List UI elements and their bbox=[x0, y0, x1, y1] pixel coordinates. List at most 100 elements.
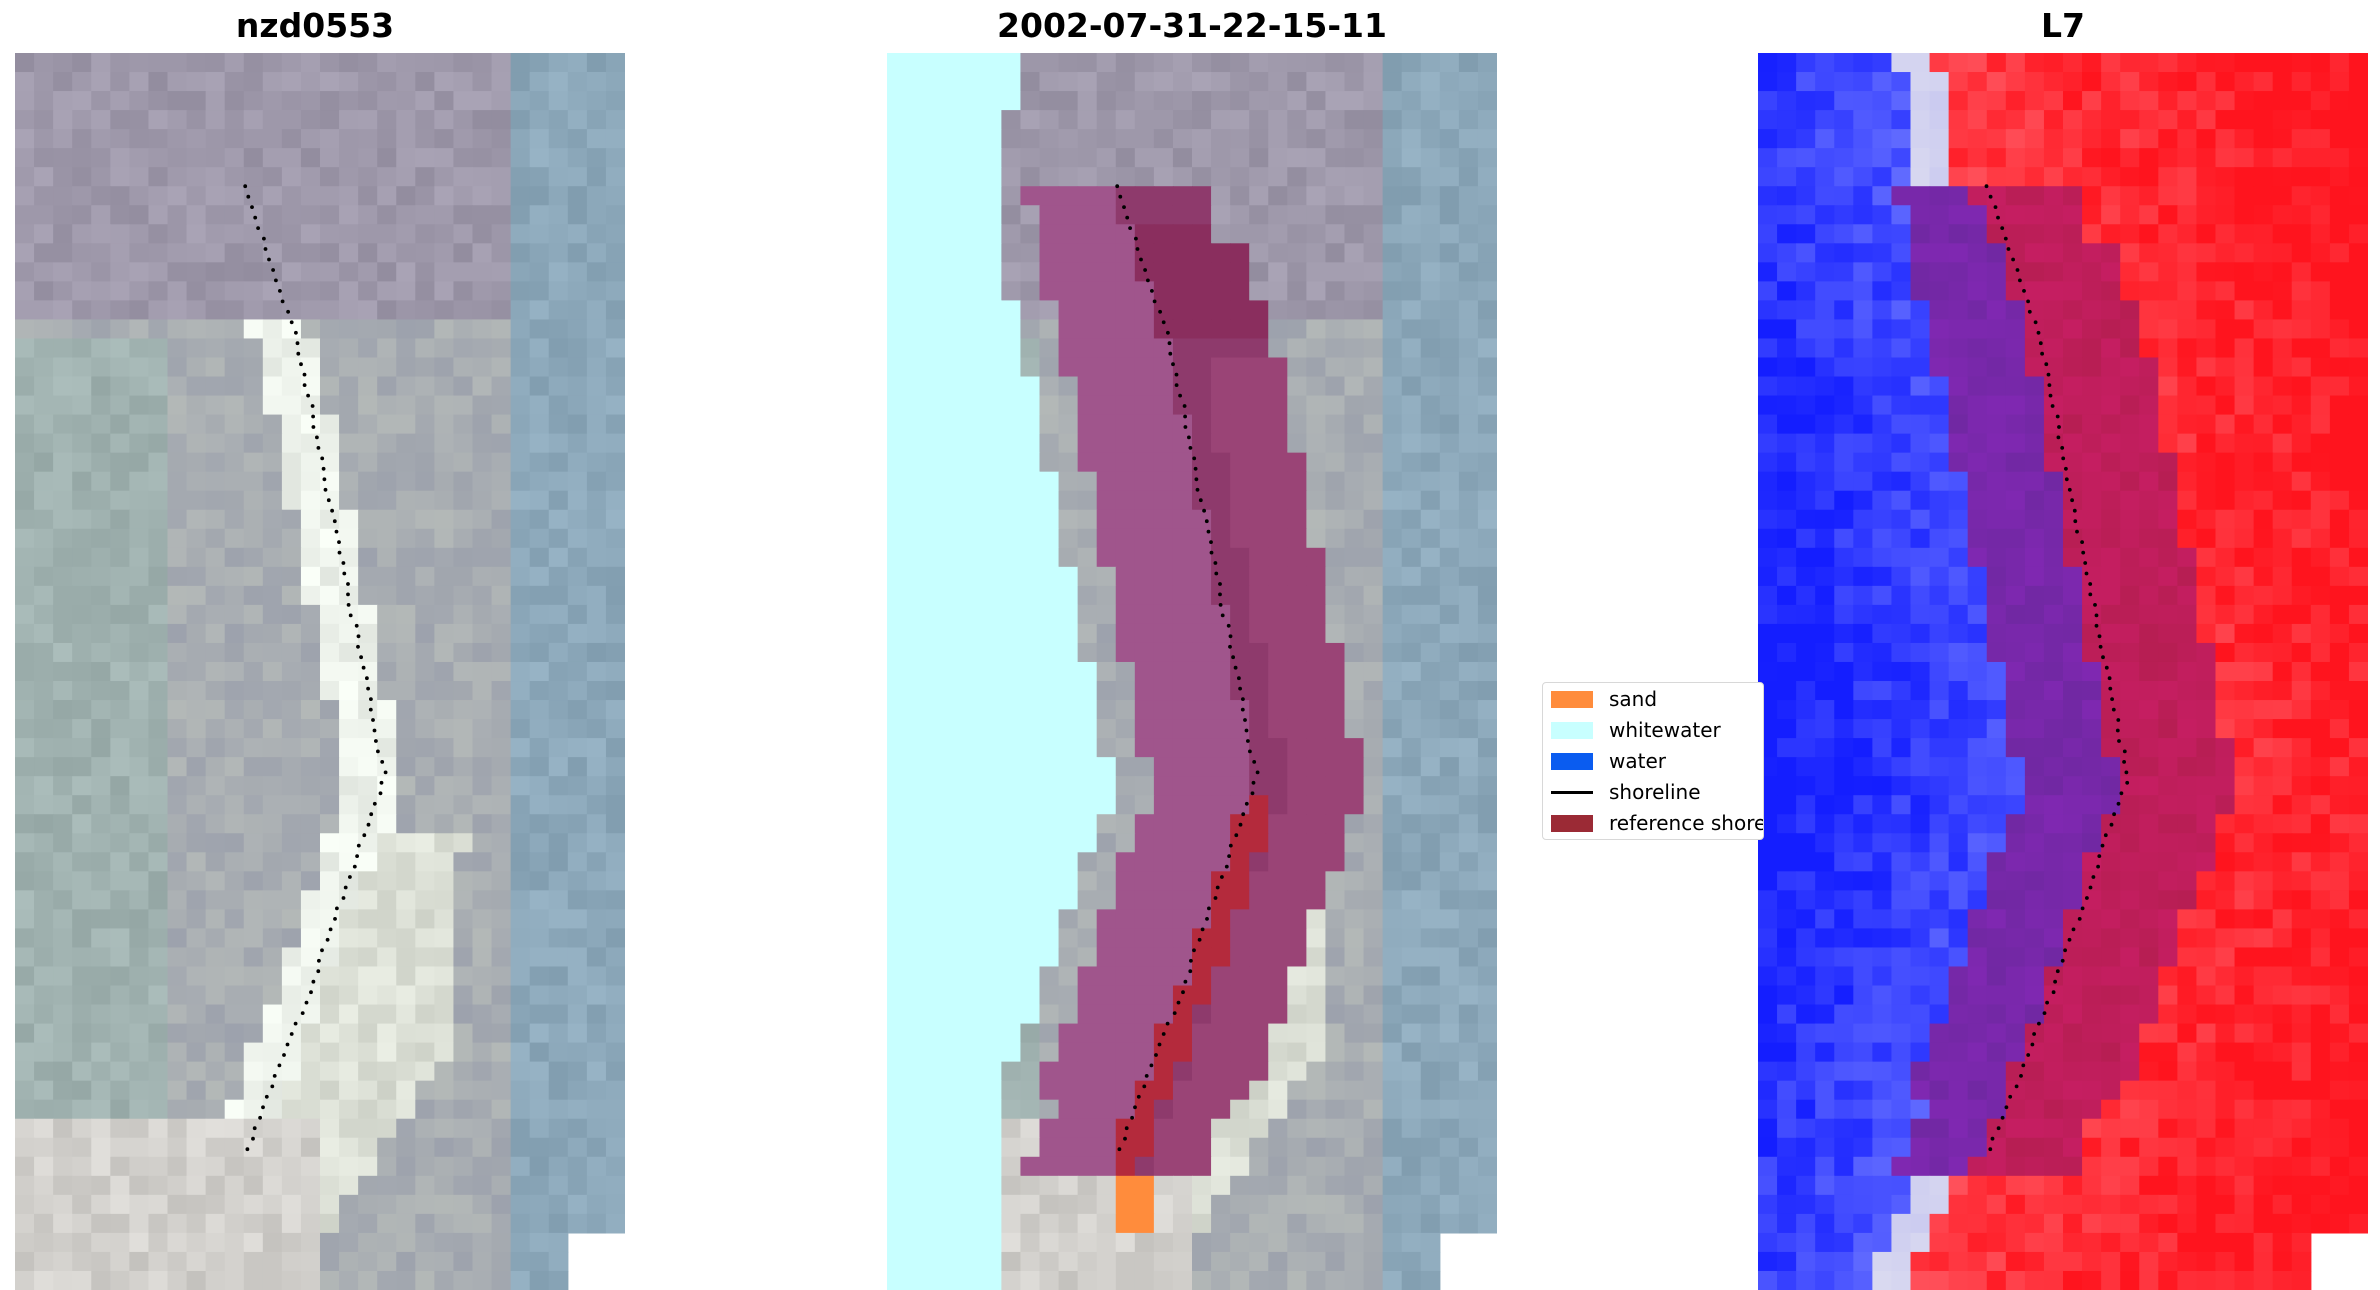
image-pixel bbox=[53, 1175, 73, 1196]
buffer-pixel bbox=[1172, 414, 1193, 435]
whitewater-pixel bbox=[887, 985, 907, 1006]
index-pixel bbox=[2329, 262, 2350, 282]
index-pixel bbox=[2272, 91, 2293, 111]
image-pixel bbox=[1344, 471, 1365, 492]
image-pixel bbox=[1401, 509, 1422, 530]
index-pixel bbox=[2291, 395, 2312, 416]
buffer-pixel bbox=[1306, 604, 1327, 625]
buffer-pixel bbox=[1172, 681, 1193, 701]
image-pixel bbox=[186, 281, 207, 301]
buffer-pixel bbox=[1192, 243, 1212, 263]
whitewater-pixel bbox=[944, 509, 964, 530]
buffer-pixel bbox=[1115, 928, 1136, 949]
image-pixel bbox=[205, 776, 226, 796]
whitewater-pixel bbox=[1039, 871, 1060, 891]
image-pixel bbox=[91, 528, 111, 549]
whitewater-pixel bbox=[925, 795, 945, 815]
buffer-pixel bbox=[1306, 833, 1327, 853]
image-pixel bbox=[34, 776, 54, 796]
shoreline-point bbox=[383, 770, 388, 775]
whitewater-pixel bbox=[944, 72, 964, 92]
whitewater-pixel bbox=[906, 91, 926, 111]
index-pixel bbox=[1796, 91, 1816, 111]
image-pixel bbox=[1039, 414, 1060, 435]
index-pixel bbox=[2043, 433, 2064, 454]
buffer-pixel bbox=[1211, 814, 1231, 834]
rgb-image-panel bbox=[15, 53, 625, 1290]
image-pixel bbox=[1287, 224, 1307, 244]
image-pixel bbox=[205, 338, 226, 359]
image-pixel bbox=[110, 1175, 130, 1196]
whitewater-pixel bbox=[963, 928, 983, 949]
image-pixel bbox=[1020, 1137, 1041, 1158]
image-pixel bbox=[1077, 566, 1098, 587]
buffer-pixel bbox=[1192, 795, 1212, 815]
index-pixel bbox=[1929, 300, 1950, 321]
buffer-pixel bbox=[1096, 243, 1117, 263]
buffer-pixel bbox=[1115, 1023, 1136, 1044]
shoreline-point bbox=[1243, 718, 1247, 722]
whitewater-pixel bbox=[1001, 909, 1022, 930]
index-pixel bbox=[1986, 281, 2007, 301]
image-pixel bbox=[1287, 319, 1307, 340]
buffer-pixel bbox=[1115, 528, 1136, 549]
image-pixel bbox=[377, 1156, 397, 1177]
image-pixel bbox=[110, 91, 130, 111]
image-pixel bbox=[1363, 547, 1384, 568]
image-pixel bbox=[110, 395, 130, 416]
image-pixel bbox=[300, 1251, 321, 1272]
buffer-pixel bbox=[1249, 414, 1269, 435]
image-pixel bbox=[15, 757, 35, 777]
image-pixel bbox=[567, 528, 588, 549]
shoreline-point bbox=[1146, 278, 1150, 283]
reference-shoreline-pixel bbox=[1192, 928, 1212, 949]
whitewater-pixel bbox=[944, 1232, 964, 1253]
image-pixel bbox=[281, 890, 302, 910]
image-pixel bbox=[339, 110, 359, 130]
index-pixel bbox=[1815, 414, 1835, 435]
image-pixel bbox=[243, 338, 264, 359]
index-pixel bbox=[1948, 186, 1969, 206]
image-pixel bbox=[510, 1194, 531, 1215]
image-pixel bbox=[1401, 1232, 1422, 1253]
image-pixel bbox=[1439, 585, 1460, 606]
image-pixel bbox=[491, 1194, 512, 1215]
buffer-pixel bbox=[1077, 357, 1098, 378]
image-pixel bbox=[415, 1042, 435, 1063]
image-pixel bbox=[148, 1175, 169, 1196]
image-pixel bbox=[1401, 338, 1422, 359]
whitewater-pixel bbox=[925, 148, 945, 168]
image-pixel bbox=[110, 852, 130, 872]
image-pixel bbox=[1249, 91, 1269, 111]
image-pixel bbox=[1134, 757, 1155, 777]
image-pixel bbox=[186, 433, 207, 454]
image-pixel bbox=[1192, 1194, 1212, 1215]
sand-pixel bbox=[1115, 1194, 1136, 1215]
image-pixel bbox=[167, 681, 188, 701]
index-pixel bbox=[2120, 300, 2140, 321]
whitewater-pixel bbox=[982, 72, 1002, 92]
image-pixel bbox=[586, 224, 607, 244]
image-pixel bbox=[358, 947, 378, 968]
image-pixel bbox=[1115, 833, 1136, 853]
image-pixel bbox=[1172, 1194, 1193, 1215]
index-pixel bbox=[2101, 338, 2121, 359]
image-pixel bbox=[34, 700, 54, 720]
image-pixel bbox=[281, 205, 302, 225]
image-pixel bbox=[453, 528, 474, 549]
index-pixel bbox=[1891, 281, 1912, 301]
image-pixel bbox=[129, 738, 150, 758]
index-pixel bbox=[1872, 205, 1893, 225]
image-pixel bbox=[567, 738, 588, 758]
buffer-pixel bbox=[1172, 833, 1193, 853]
image-pixel bbox=[1458, 700, 1479, 720]
image-pixel bbox=[1306, 528, 1327, 549]
shoreline-point bbox=[1188, 969, 1193, 974]
buffer-pixel bbox=[1153, 1118, 1174, 1139]
index-pixel bbox=[2329, 414, 2350, 435]
image-pixel bbox=[1249, 224, 1269, 244]
image-pixel bbox=[15, 1213, 35, 1234]
image-pixel bbox=[529, 376, 550, 397]
index-pixel bbox=[2253, 357, 2274, 378]
buffer-pixel bbox=[1325, 795, 1346, 815]
